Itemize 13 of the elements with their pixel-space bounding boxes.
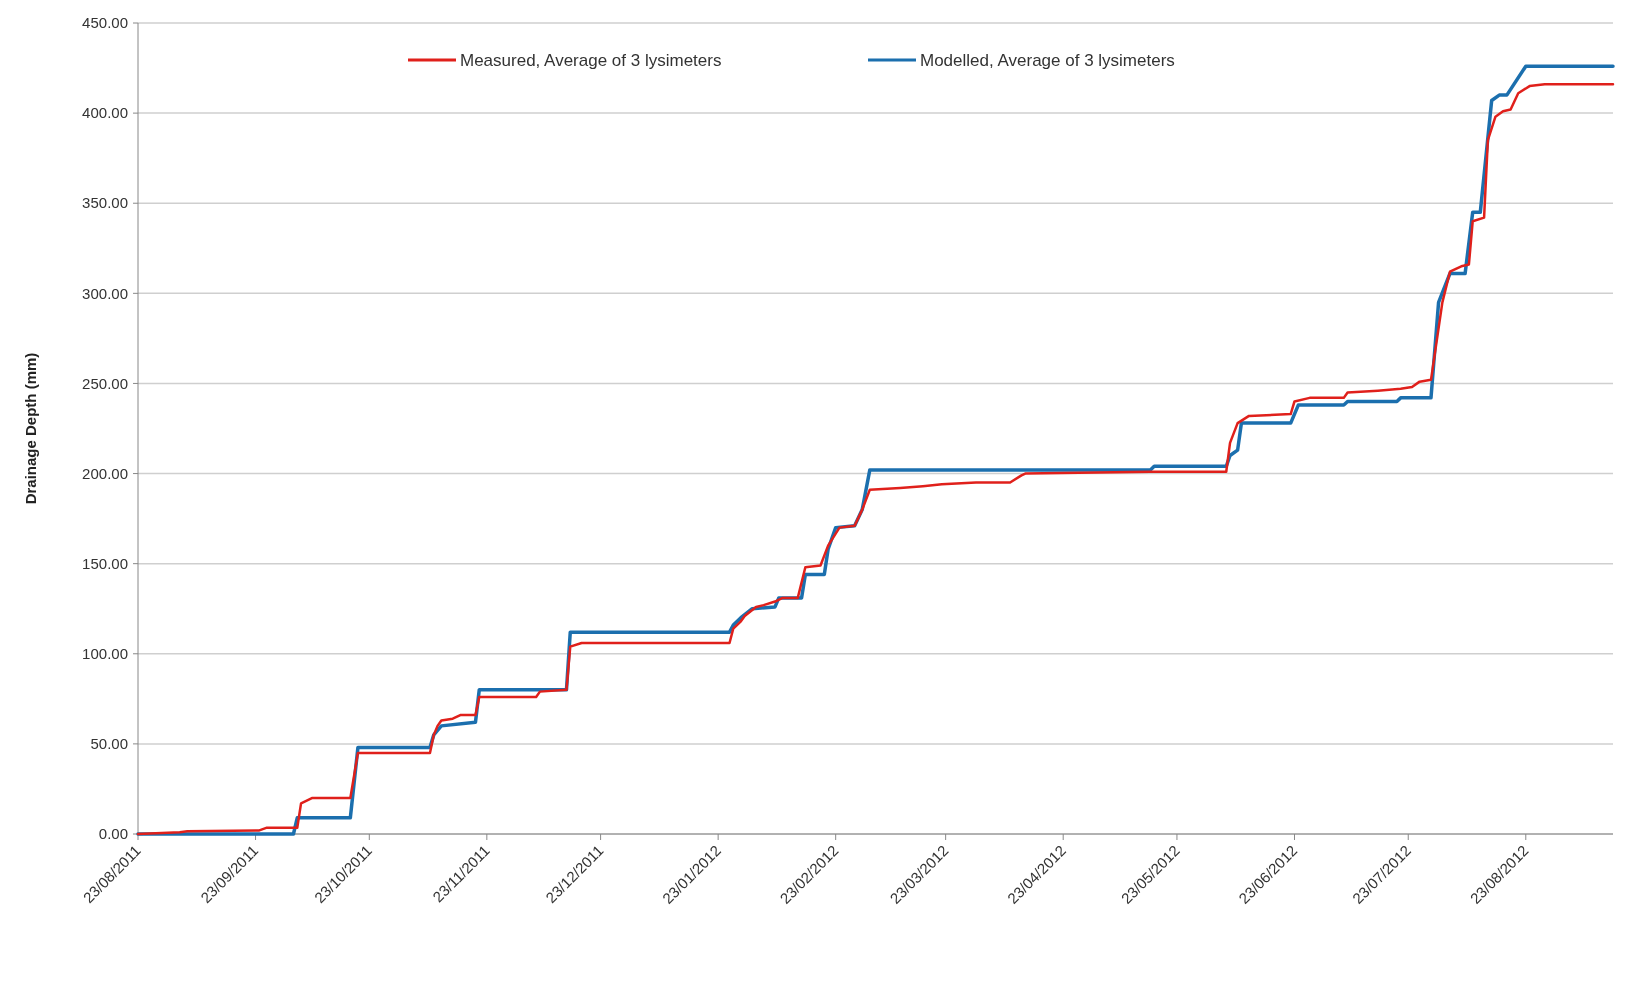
y-tick-label: 100.00 xyxy=(82,645,128,663)
legend-label: Modelled, Average of 3 lysimeters xyxy=(920,50,1175,70)
y-tick-label: 450.00 xyxy=(82,14,128,32)
y-tick-label: 50.00 xyxy=(90,735,128,753)
y-tick-label: 300.00 xyxy=(82,284,128,302)
y-axis-title: Drainage Depth (mm) xyxy=(22,352,39,505)
y-tick-label: 250.00 xyxy=(82,374,128,392)
y-tick-label: 350.00 xyxy=(82,194,128,212)
y-tick-label: 200.00 xyxy=(82,464,128,482)
y-tick-label: 150.00 xyxy=(82,554,128,572)
legend-label: Measured, Average of 3 lysimeters xyxy=(460,50,722,70)
y-tick-label: 0.00 xyxy=(98,825,128,843)
y-tick-label: 400.00 xyxy=(82,104,128,122)
